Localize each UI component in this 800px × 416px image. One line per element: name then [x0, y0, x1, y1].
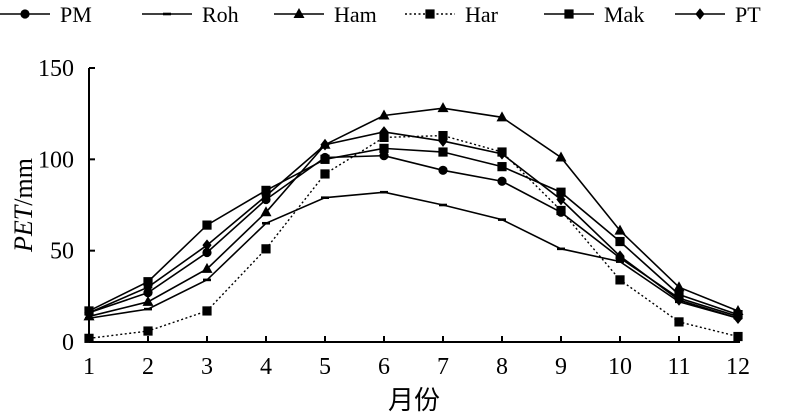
legend: PM Roh Ham Har Mak PT — [0, 2, 761, 27]
data-point-mak — [202, 220, 212, 230]
y-tick-label: 0 — [62, 330, 74, 356]
data-point-ham — [673, 281, 685, 292]
data-point-pm — [379, 151, 389, 161]
data-point-ham — [437, 102, 449, 113]
data-point-pt — [733, 312, 743, 325]
legend-marker-mak — [564, 9, 574, 19]
data-point-pt — [202, 239, 212, 251]
data-point-pt — [556, 193, 566, 206]
legend-label-har: Har — [465, 2, 499, 27]
series-mak — [84, 143, 743, 320]
series-layer — [83, 102, 744, 343]
series-line-ham — [88, 107, 739, 318]
data-point-har — [733, 331, 743, 342]
x-tick-label: 4 — [260, 354, 272, 380]
data-point-pt — [615, 250, 625, 262]
series-ham — [83, 102, 744, 321]
data-point-ham — [142, 295, 154, 306]
series-line-har — [88, 134, 739, 340]
x-tick-label: 9 — [555, 354, 567, 380]
x-tick-label: 3 — [201, 354, 213, 380]
data-point-pt — [379, 126, 389, 138]
data-point-ham — [378, 109, 390, 120]
data-point-har — [556, 205, 566, 216]
data-point-ham — [496, 111, 508, 122]
y-tick-label: 50 — [50, 239, 74, 265]
data-point-mak — [320, 154, 330, 164]
data-point-pt — [674, 294, 684, 306]
data-point-har — [84, 333, 94, 343]
data-point-ham — [555, 151, 567, 162]
series-line-pt — [88, 131, 739, 320]
x-tick-label: 10 — [608, 354, 632, 380]
series-line-pm — [88, 154, 739, 318]
data-point-har — [143, 326, 153, 336]
x-tick-label: 7 — [437, 354, 449, 380]
data-point-pt — [143, 281, 153, 293]
series-pt — [84, 126, 743, 325]
legend-label-roh: Roh — [202, 2, 239, 27]
legend-item-har: Har — [405, 2, 499, 27]
legend-marker-pt — [695, 8, 705, 20]
legend-item-pt: PT — [675, 2, 761, 27]
legend-marker-ham — [293, 8, 305, 18]
data-point-har — [320, 169, 330, 179]
legend-marker-har — [425, 9, 435, 19]
data-point-pt — [320, 138, 330, 151]
data-point-pm — [202, 247, 212, 258]
series-roh — [85, 190, 742, 320]
series-line-roh — [88, 191, 739, 320]
data-point-har — [674, 317, 684, 327]
legend-label-ham: Ham — [334, 2, 377, 27]
data-point-pm — [438, 165, 448, 175]
data-point-pt — [497, 148, 507, 160]
data-point-pt — [261, 190, 271, 202]
data-point-pt — [438, 135, 448, 147]
legend-marker-pm — [20, 9, 30, 19]
data-point-ham — [614, 224, 626, 235]
data-point-mak — [615, 236, 625, 247]
legend-item-pm: PM — [0, 2, 92, 27]
y-tick-label: 150 — [38, 56, 74, 82]
series-line-mak — [88, 147, 739, 316]
data-point-pm — [497, 176, 507, 186]
x-tick-label: 1 — [83, 354, 95, 380]
data-point-mak — [556, 187, 566, 197]
data-point-ham — [201, 262, 213, 273]
legend-item-roh: Roh — [142, 2, 239, 27]
x-tick-label: 5 — [319, 354, 331, 380]
data-point-har — [261, 244, 271, 254]
x-tick-label: 11 — [667, 354, 690, 380]
data-point-pt — [84, 306, 94, 319]
legend-item-ham: Ham — [274, 2, 377, 27]
y-axis-label-italic: PET — [9, 204, 38, 253]
data-point-har — [615, 275, 625, 285]
data-point-har — [202, 306, 212, 316]
x-tick-label: 2 — [142, 354, 154, 380]
legend-label-mak: Mak — [604, 2, 644, 27]
y-tick-label: 100 — [38, 147, 74, 173]
x-tick-label: 8 — [496, 354, 508, 380]
data-point-mak — [497, 162, 507, 172]
series-pm — [84, 151, 743, 322]
legend-label-pm: PM — [60, 2, 92, 27]
y-axis-label-unit: /mm — [9, 158, 38, 206]
data-point-ham — [260, 206, 272, 217]
x-tick-label: 6 — [378, 354, 390, 380]
legend-item-mak: Mak — [544, 2, 644, 27]
data-point-mak — [379, 143, 389, 153]
x-tick-label: 12 — [726, 354, 750, 380]
legend-label-pt: PT — [735, 2, 761, 27]
x-axis-label: 月份 — [388, 386, 440, 415]
y-axis-label: PET/mm — [9, 158, 38, 253]
data-point-mak — [438, 147, 448, 157]
